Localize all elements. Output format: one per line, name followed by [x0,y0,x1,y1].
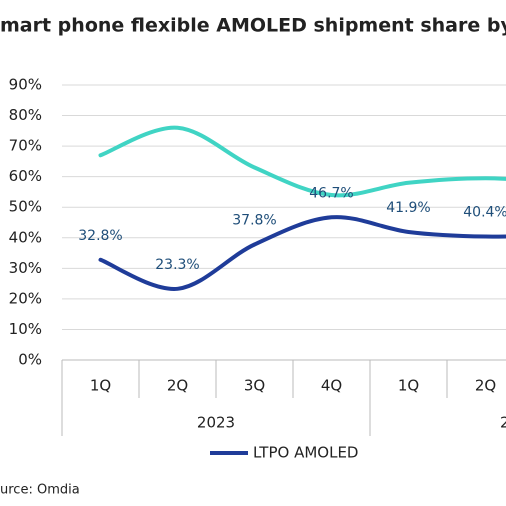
data-label: 32.8% [78,228,122,244]
data-label: 40.4% [463,205,506,221]
x-tick-label: 2Q [167,377,188,395]
series-line [98,215,506,291]
y-tick-label: 0% [18,351,42,369]
x-tick-label: 3Q [244,377,265,395]
x-tick-label: 4Q [321,377,342,395]
x-tick-label: 1Q [398,377,419,395]
data-label: 37.8% [232,213,276,229]
y-tick-label: 10% [9,320,42,338]
x-group-label: 2023 [197,414,235,432]
y-tick-label: 40% [9,228,42,246]
y-tick-label: 50% [9,198,42,216]
chart-title: mart phone flexible AMOLED shipment shar… [0,15,506,37]
y-tick-label: 80% [9,106,42,124]
x-tick-label: 1Q [90,377,111,395]
data-label: 41.9% [386,200,430,216]
data-label: 46.7% [309,185,353,201]
data-label: 23.3% [155,257,199,273]
y-tick-label: 20% [9,289,42,307]
y-tick-label: 90% [9,76,42,94]
series-line [98,125,506,198]
source: urce: Omdia [0,483,80,498]
legend-label: LTPO AMOLED [253,444,358,462]
x-tick-label: 2Q [475,377,496,395]
y-tick-label: 60% [9,167,42,185]
y-tick-label: 70% [9,137,42,155]
y-tick-label: 30% [9,259,42,277]
x-group-label: 2 [500,414,506,432]
